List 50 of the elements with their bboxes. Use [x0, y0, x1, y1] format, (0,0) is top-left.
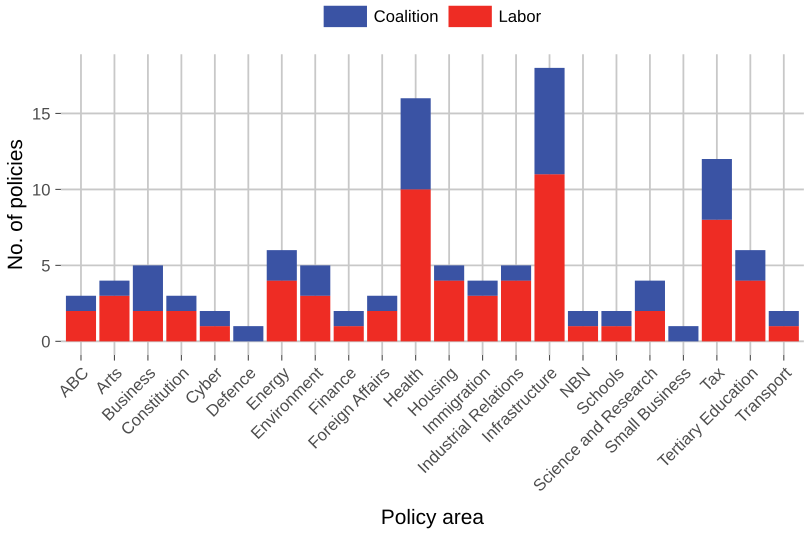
bar — [233, 326, 264, 342]
bar — [468, 280, 498, 296]
x-axis-title: Policy area — [382, 508, 484, 528]
bar — [434, 280, 464, 342]
bar — [534, 68, 565, 174]
bar — [735, 280, 766, 342]
bar — [601, 310, 632, 326]
bar — [634, 310, 665, 342]
bar — [501, 265, 532, 281]
y-tick-label: 10 — [33, 184, 50, 196]
bar — [200, 326, 230, 342]
bar — [367, 296, 398, 311]
bar — [99, 280, 130, 296]
bar — [99, 296, 130, 342]
bar — [501, 280, 532, 342]
bar — [768, 310, 799, 326]
legend-label: Labor — [500, 10, 541, 22]
bar — [434, 265, 464, 281]
bar — [634, 280, 665, 311]
bar — [668, 326, 698, 342]
bar — [735, 250, 766, 281]
bar — [166, 296, 196, 311]
bar — [534, 174, 565, 342]
bar — [702, 220, 732, 342]
bar — [334, 310, 364, 326]
bar — [66, 310, 96, 342]
bar — [132, 310, 163, 342]
bar — [66, 296, 96, 311]
bar — [468, 296, 498, 342]
y-tick-label: 0 — [42, 336, 50, 348]
bar — [166, 310, 196, 342]
y-axis-title: No. of policies — [6, 140, 26, 268]
bar — [132, 265, 163, 311]
bar — [568, 310, 598, 326]
bar — [568, 326, 598, 342]
y-tick-label: 5 — [42, 260, 50, 272]
bar — [334, 326, 364, 342]
bar — [200, 310, 230, 326]
bar — [400, 189, 431, 342]
y-tick-label: 15 — [33, 108, 50, 120]
bar — [266, 280, 297, 342]
bar — [400, 98, 431, 190]
bar — [702, 159, 732, 220]
bar — [300, 296, 330, 342]
bar — [768, 326, 799, 342]
bar — [601, 326, 632, 342]
legend-label: Coalition — [374, 10, 438, 22]
bar — [300, 265, 330, 296]
bar — [266, 250, 297, 281]
bar — [367, 310, 398, 342]
